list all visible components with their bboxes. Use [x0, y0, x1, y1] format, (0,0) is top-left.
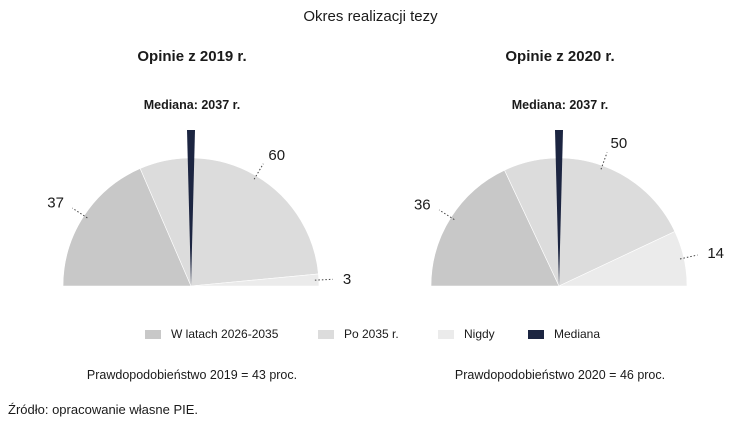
- legend-swatch-nigdy: [438, 329, 454, 339]
- label-leader-2019-nigdy: [314, 278, 333, 281]
- label-leader-2019-po-2035: [253, 163, 264, 180]
- legend-swatch-po-2035: [318, 329, 334, 339]
- data-label-2020-po-2035: 50: [610, 135, 627, 152]
- median-label-2020: Mediana: 2037 r.: [511, 98, 609, 112]
- legend-item-mediana: Mediana: [528, 327, 600, 341]
- legend-label-nigdy: Nigdy: [464, 327, 495, 341]
- label-leader-2019-w-latach: [72, 207, 88, 219]
- chart-title-2020: Opinie z 2020 r.: [505, 48, 615, 65]
- label-leader-2020-w-latach: [438, 209, 455, 220]
- probability-2020: Prawdopodobieństwo 2020 = 46 proc.: [454, 368, 666, 382]
- chart-title-2019: Opinie z 2019 r.: [137, 48, 247, 65]
- pie-chart-2020: 36 50 14: [414, 130, 724, 287]
- legend-label-po-2035: Po 2035 r.: [344, 327, 399, 341]
- legend-item-po-2035: Po 2035 r.: [318, 327, 399, 341]
- legend: W latach 2026-2035 Po 2035 r. Nigdy Medi…: [0, 327, 741, 345]
- legend-swatch-w-latach: [145, 329, 161, 339]
- legend-swatch-mediana: [528, 329, 544, 339]
- probability-2019: Prawdopodobieństwo 2019 = 43 proc.: [86, 368, 298, 382]
- median-needle-2019: [187, 130, 195, 286]
- legend-item-nigdy: Nigdy: [438, 327, 495, 341]
- median-needle-2020: [555, 130, 563, 286]
- data-label-2019-nigdy: 3: [343, 271, 351, 288]
- median-label-2019: Mediana: 2037 r.: [143, 98, 241, 112]
- data-label-2020-nigdy: 14: [707, 245, 724, 262]
- data-label-2019-w-latach: 37: [47, 195, 64, 212]
- label-leader-2020-po-2035: [600, 152, 608, 170]
- data-label-2019-po-2035: 60: [268, 147, 285, 164]
- source-note: Źródło: opracowanie własne PIE.: [8, 402, 199, 417]
- data-label-2020-w-latach: 36: [414, 197, 431, 214]
- label-leader-2020-nigdy: [679, 254, 698, 260]
- legend-label-w-latach: W latach 2026-2035: [171, 327, 279, 341]
- pie-chart-2019: 37 60 3: [47, 130, 351, 288]
- legend-label-mediana: Mediana: [554, 327, 601, 341]
- legend-item-w-latach: W latach 2026-2035: [145, 327, 278, 341]
- main-title: Okres realizacji tezy: [303, 8, 438, 25]
